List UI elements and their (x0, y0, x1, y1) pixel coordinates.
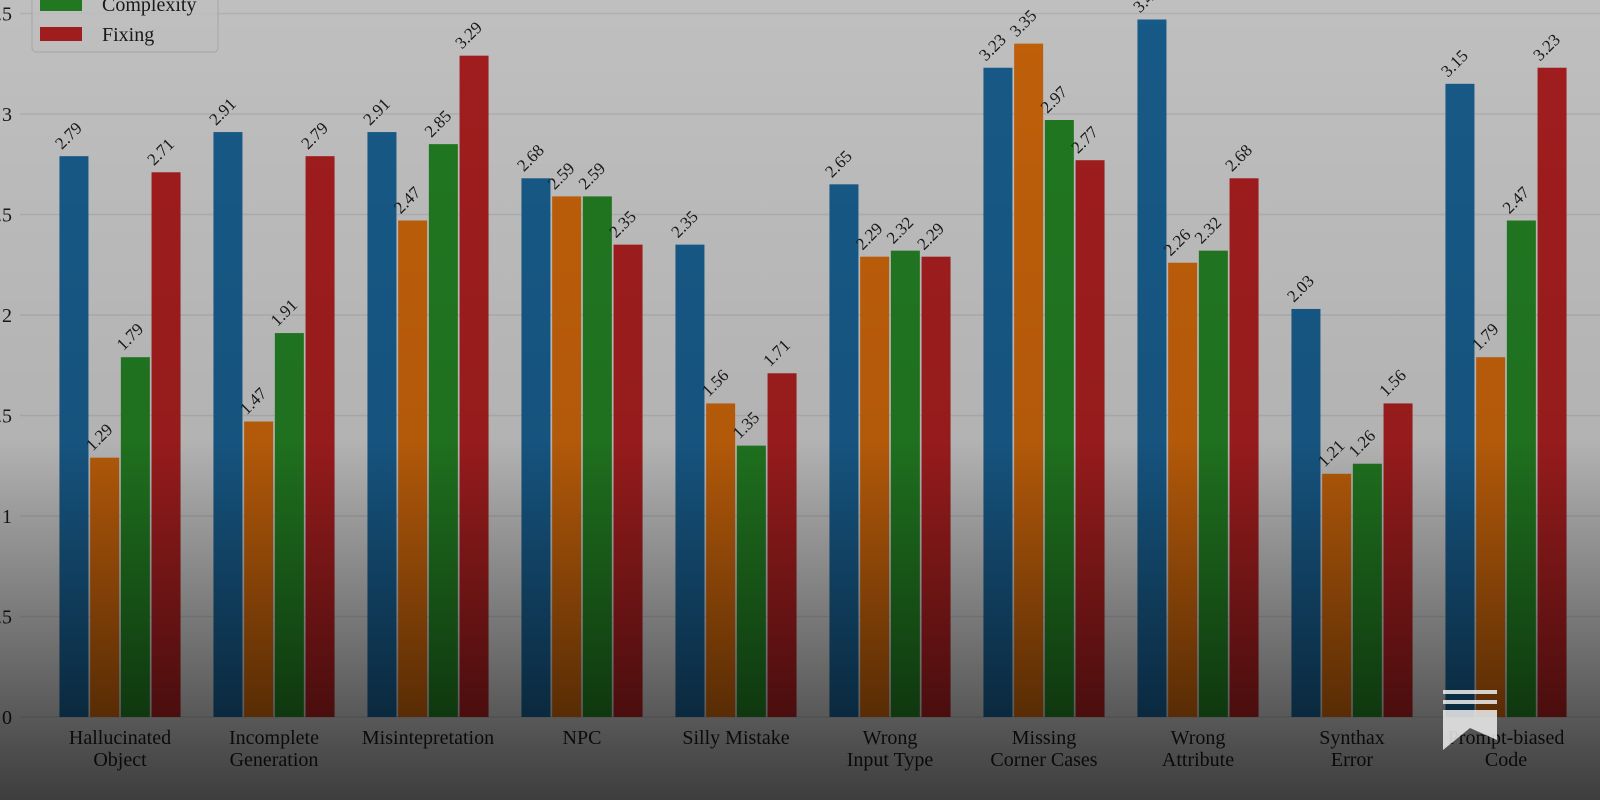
bar (983, 67, 1013, 718)
x-tick-label: Missing (1012, 727, 1076, 749)
y-tick-label: 0 (2, 707, 12, 729)
bar (736, 445, 766, 717)
x-tick-label: Wrong (863, 727, 918, 749)
y-tick-label: 3 (2, 104, 12, 126)
bar (552, 196, 582, 717)
legend: Complexity Fixing (31, 0, 219, 53)
bar (1476, 357, 1506, 717)
x-tick-label: Misintepretation (362, 727, 494, 749)
bar (244, 421, 274, 717)
bar (1445, 83, 1475, 717)
bar (921, 256, 951, 717)
x-tick-label: Error (1331, 749, 1374, 771)
legend-label: Complexity (102, 0, 196, 16)
x-tick-label: Synthax (1319, 727, 1385, 749)
x-tick-label: Object (93, 749, 147, 771)
x-tick-label: Attribute (1162, 749, 1234, 771)
bar (59, 156, 89, 717)
legend-label: Fixing (102, 24, 154, 46)
bar (398, 220, 428, 718)
bar (1014, 43, 1044, 717)
bar (1506, 220, 1536, 718)
x-tick-label: Silly Mistake (682, 727, 789, 749)
bar (1168, 262, 1198, 717)
bar (675, 244, 705, 717)
bar (1537, 67, 1567, 718)
bar (1198, 250, 1228, 717)
y-tick-label: 1 (2, 506, 12, 528)
x-tick-label: NPC (563, 727, 602, 749)
bar (274, 333, 304, 717)
x-tick-label: Generation (230, 749, 319, 771)
bar (1075, 160, 1105, 718)
y-tick-label: 2.5 (0, 204, 12, 226)
legend-swatch (40, 27, 82, 41)
bar (459, 55, 489, 717)
bar (90, 457, 120, 717)
bar (613, 244, 643, 717)
bar (1137, 19, 1167, 717)
bar (829, 184, 859, 717)
y-tick-label: 0.5 (0, 606, 12, 628)
bar (582, 196, 612, 717)
bar (860, 256, 890, 717)
y-tick-label: 3.5 (0, 3, 12, 25)
bar (890, 250, 920, 717)
bar (120, 357, 150, 717)
bar (305, 156, 335, 717)
x-tick-label: Wrong (1171, 727, 1226, 749)
menu-icon[interactable] (1443, 690, 1497, 750)
bar (151, 172, 181, 718)
icon-body (1443, 710, 1497, 750)
icon-line (1443, 690, 1497, 694)
y-tick-label: 2 (2, 305, 12, 327)
bar (428, 144, 458, 717)
bar (1291, 308, 1321, 717)
x-tick-label: Incomplete (229, 727, 319, 749)
y-tick-label: 1.5 (0, 405, 12, 427)
bar (1352, 463, 1382, 717)
bar (1229, 178, 1259, 717)
bar (1322, 473, 1352, 717)
bar (213, 132, 243, 717)
bar (706, 403, 736, 717)
x-tick-label: Corner Cases (990, 749, 1097, 771)
icon-line (1443, 700, 1497, 704)
bar (1383, 403, 1413, 717)
bar (1044, 120, 1074, 718)
x-tick-label: Code (1485, 749, 1527, 771)
bar (367, 132, 397, 717)
legend-swatch (40, 0, 82, 11)
x-tick-label: Input Type (847, 749, 934, 771)
bar (521, 178, 551, 717)
bar (767, 373, 797, 717)
x-tick-label: Hallucinated (69, 727, 171, 749)
